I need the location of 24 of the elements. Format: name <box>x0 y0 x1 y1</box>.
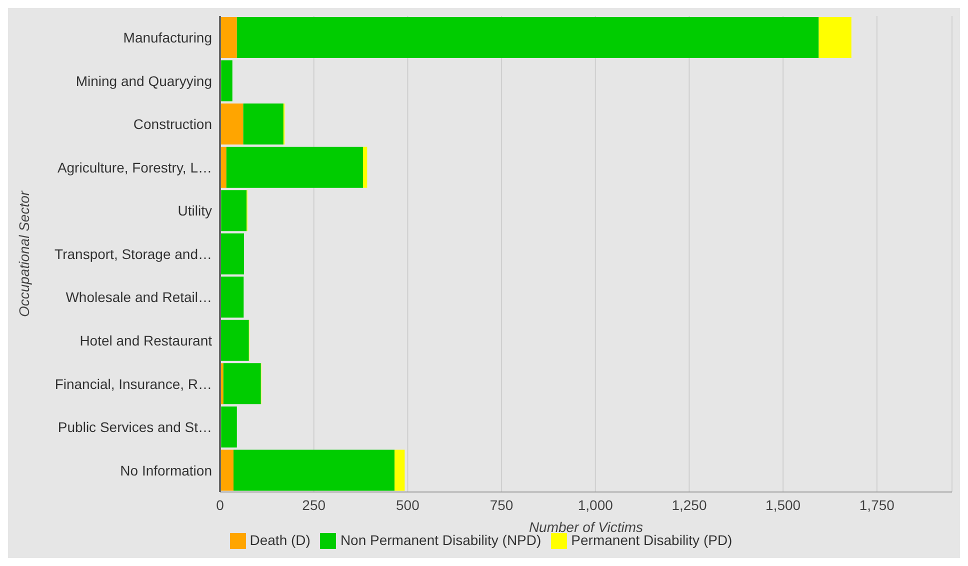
y-tick-label: Agriculture, Forestry, L… <box>57 159 212 176</box>
x-tick-label: 1,750 <box>859 496 895 513</box>
y-tick-label: Construction <box>133 116 212 132</box>
y-tick-label: Transport, Storage and… <box>54 246 212 262</box>
y-tick-label: Mining and Quaryying <box>76 72 212 89</box>
x-tick-label: 500 <box>396 496 420 513</box>
legend-label: Non Permanent Disability (NPD) <box>340 532 542 548</box>
x-tick-label: 750 <box>490 496 514 513</box>
x-tick-label: 250 <box>302 496 326 513</box>
x-tick-label: 1,500 <box>766 496 801 513</box>
x-tick-label: 1,000 <box>578 496 614 513</box>
y-axis-title: Occupational Sector <box>16 190 32 318</box>
legend-label: Death (D) <box>250 532 310 548</box>
y-tick-label: Hotel and Restaurant <box>80 332 212 349</box>
x-tick-label: 1,250 <box>672 496 707 513</box>
y-tick-label: Public Services and St… <box>58 419 212 436</box>
y-tick-label: Wholesale and Retail… <box>66 289 212 306</box>
legend-label: Permanent Disability (PD) <box>571 532 732 548</box>
y-tick-label: Utility <box>178 202 212 219</box>
x-axis-title: Number of Victims <box>528 519 644 535</box>
y-tick-label: Financial, Insurance, R… <box>54 376 212 392</box>
x-tick-label: 0 <box>216 496 224 513</box>
y-tick-label: Manufacturing <box>123 30 212 46</box>
y-tick-label: No Information <box>120 462 212 478</box>
